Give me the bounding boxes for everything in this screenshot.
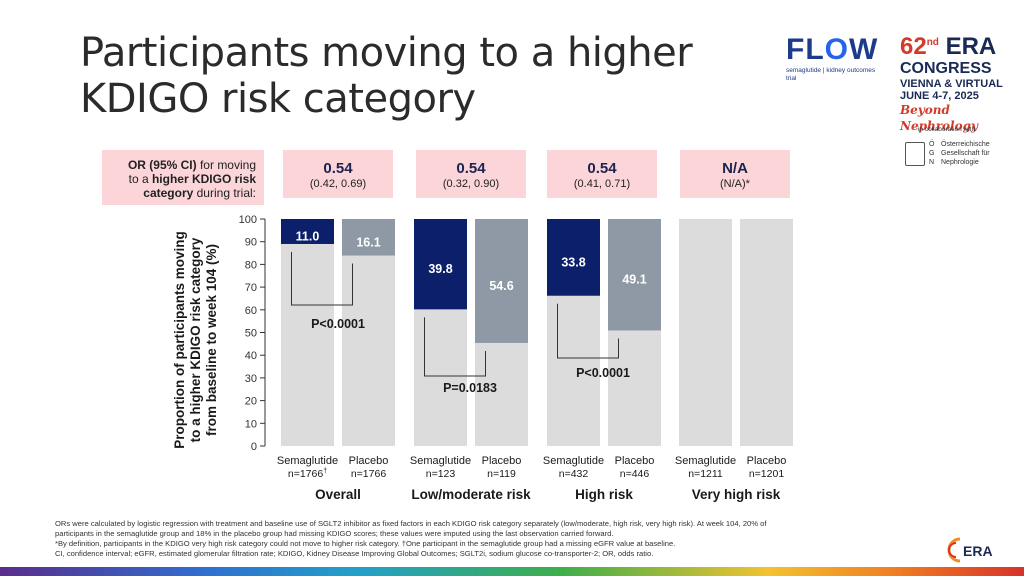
group-label: Overall (315, 487, 361, 502)
sample-size-label: n=1201 (749, 468, 784, 480)
y-tick-label: 60 (245, 305, 257, 317)
slide-title-line1: Participants moving to a higher (80, 30, 693, 76)
footnote-line: CI, confidence interval; eGFR, estimated… (55, 549, 654, 558)
footnote-line: *By definition, participants in the KDIG… (55, 539, 676, 548)
flow-wordmark: FLOW (786, 33, 879, 66)
sample-size-label: n=1211 (688, 468, 723, 480)
y-tick-label: 80 (245, 259, 257, 271)
p-value-label: P=0.0183 (443, 381, 497, 395)
treatment-label: Placebo (615, 455, 655, 467)
significance-bracket (424, 317, 486, 377)
treatment-label: Semaglutide (543, 455, 604, 467)
sample-size-label: n=1766 (351, 468, 386, 480)
bar-background (281, 219, 334, 446)
y-tick-label: 90 (245, 237, 257, 249)
y-tick-label: 70 (245, 282, 257, 294)
y-tick-label: 50 (245, 328, 257, 340)
sample-size-value: n=123 (426, 468, 456, 480)
bar-placebo (608, 219, 661, 331)
sample-size-label: n=119 (487, 468, 516, 480)
bar-value-label: 33.8 (561, 255, 585, 269)
bar-background (679, 219, 732, 446)
bar-value-label: 39.8 (428, 262, 452, 276)
sample-size-label: n=1766† (288, 468, 327, 480)
sample-size-value: n=1766 (351, 468, 386, 480)
slide-title-line2: KDIGO risk category (80, 76, 476, 122)
treatment-label: Placebo (482, 455, 522, 467)
or-box-low-moderate: 0.54 (0.32, 0.90) (416, 150, 526, 198)
group-label: Low/moderate risk (411, 487, 531, 502)
bar-background (740, 219, 793, 446)
bar-value-label: 16.1 (356, 235, 380, 249)
sample-size-label: n=123 (426, 468, 456, 480)
flow-subtitle: semaglutide | kidney outcomes trial (786, 67, 876, 82)
sample-size-label: n=446 (620, 468, 650, 480)
bar-placebo (475, 219, 528, 343)
sample-size-value: n=432 (559, 468, 589, 480)
y-axis-label-line: to a higher KDIGO risk category (188, 237, 203, 442)
bar-placebo (342, 219, 395, 256)
treatment-label: Placebo (349, 455, 389, 467)
flow-trial-logo: FLOW semaglutide | kidney outcomes trial (786, 34, 886, 86)
footnotes: ORs were calculated by logistic regressi… (55, 519, 960, 559)
sample-size-label: n=432 (559, 468, 589, 480)
sample-size-footnote-mark: † (323, 468, 327, 475)
footnote-line: ORs were calculated by logistic regressi… (55, 519, 767, 528)
significance-bracket (291, 251, 353, 306)
bar-background (342, 219, 395, 446)
or-box-very-high-risk: N/A (N/A)* (680, 150, 790, 198)
treatment-label: Placebo (747, 455, 787, 467)
y-axis-label-line: Proportion of participants moving (172, 231, 187, 449)
or-header-label: OR (95% CI) for moving to a higher KDIGO… (102, 150, 264, 205)
bar-value-label: 11.0 (296, 229, 320, 243)
sample-size-value: n=1211 (688, 468, 723, 480)
y-axis-label: Proportion of participants movingto a hi… (172, 231, 219, 449)
bar-semaglutide (414, 219, 467, 310)
y-axis-label-line: from baseline to week 104 (%) (204, 244, 219, 436)
treatment-label: Semaglutide (675, 455, 736, 467)
era-congress-logo: 62nd ERA CONGRESS VIENNA & VIRTUAL JUNE … (900, 33, 1003, 134)
group-label: Very high risk (692, 487, 781, 502)
or-box-high-risk: 0.54 (0.41, 0.71) (547, 150, 657, 198)
bar-semaglutide (281, 219, 334, 244)
footnote-line: participants in the semaglutide group an… (55, 529, 614, 538)
sample-size-value: n=1766 (288, 468, 323, 480)
slide-title: Participants moving to a higher KDIGO ri… (80, 30, 720, 122)
y-tick-label: 20 (245, 396, 257, 408)
bar-value-label: 54.6 (489, 279, 513, 293)
p-value-label: P<0.0001 (576, 366, 630, 380)
bar-semaglutide (547, 219, 600, 296)
y-tick-label: 30 (245, 373, 257, 385)
y-tick-label: 10 (245, 418, 257, 430)
svg-text:ERA: ERA (963, 543, 993, 559)
oegn-emblem-icon (905, 142, 925, 166)
collaboration-text: in collaboration with (918, 126, 976, 133)
or-box-overall: 0.54 (0.42, 0.69) (283, 150, 393, 198)
y-tick-label: 100 (239, 214, 257, 226)
y-tick-label: 0 (251, 441, 257, 453)
significance-bracket (557, 303, 619, 359)
footer-color-bar (0, 567, 1024, 576)
y-tick-label: 40 (245, 350, 257, 362)
bar-value-label: 49.1 (622, 273, 646, 287)
p-value-label: P<0.0001 (311, 317, 365, 331)
group-label: High risk (575, 487, 633, 502)
treatment-label: Semaglutide (410, 455, 471, 467)
sample-size-value: n=446 (620, 468, 650, 480)
treatment-label: Semaglutide (277, 455, 338, 467)
era-society-logo: ERA (947, 537, 993, 563)
sample-size-value: n=119 (487, 468, 516, 480)
sample-size-value: n=1201 (749, 468, 784, 480)
